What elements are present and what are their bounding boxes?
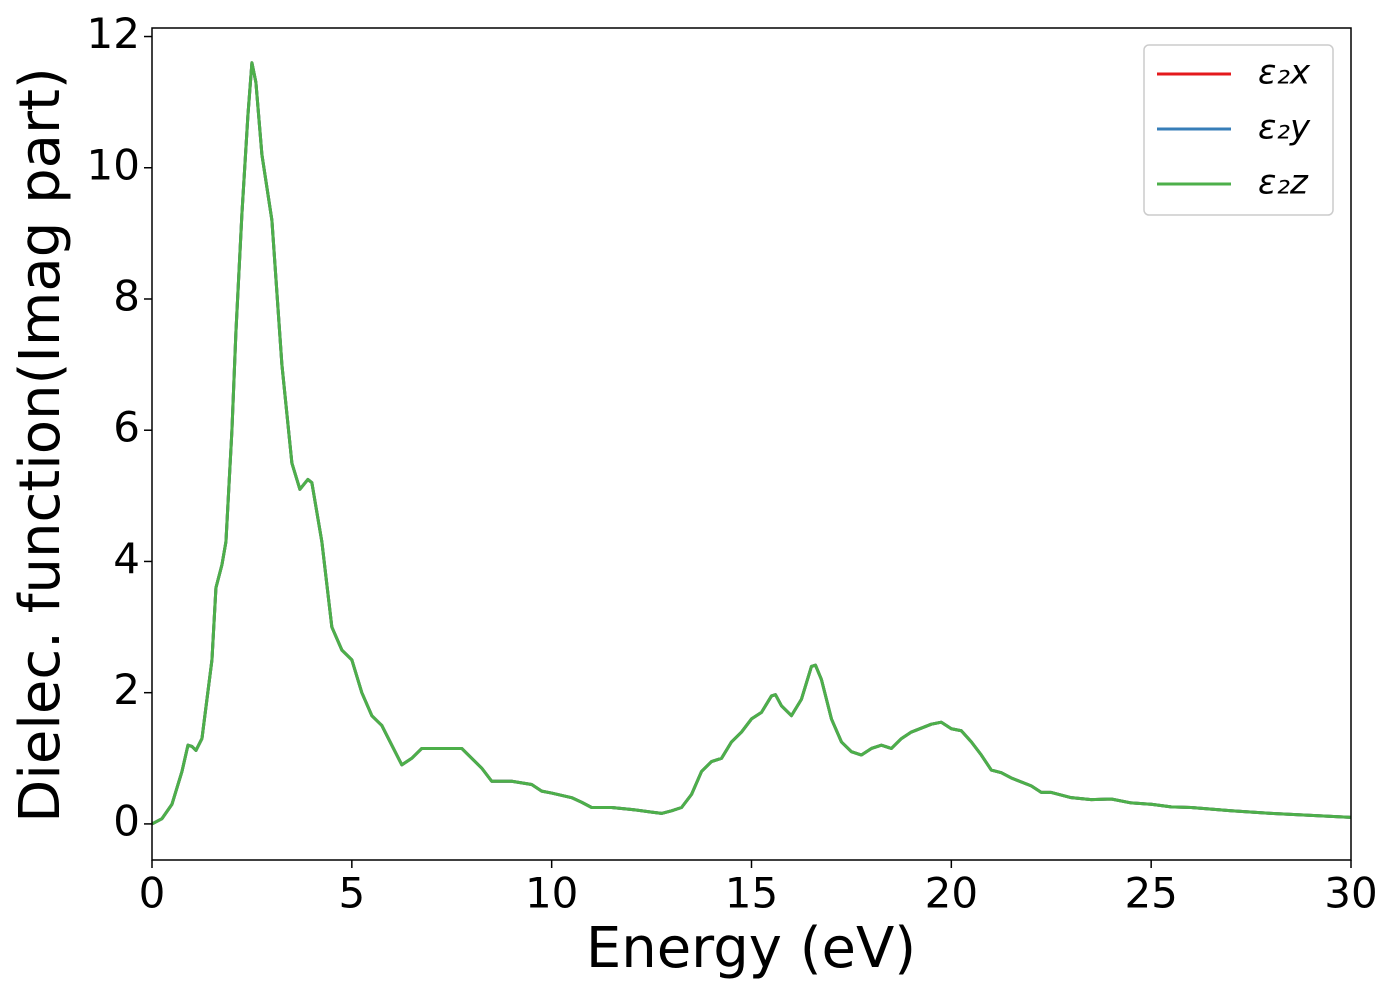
x-tick-label: 15: [725, 869, 778, 918]
y-tick-label: 8: [113, 271, 140, 320]
y-axis-label: Dielec. function(Imag part): [8, 67, 73, 823]
plot-frame: [151, 27, 1352, 861]
legend-label: ε₂y: [1258, 108, 1311, 148]
series-line: [151, 61, 1352, 826]
x-tick-label: 25: [1124, 869, 1177, 918]
y-tick-label: 2: [113, 665, 140, 714]
legend-label: ε₂x: [1258, 53, 1311, 93]
y-tick-label: 4: [113, 534, 140, 583]
y-tick-label: 6: [113, 403, 140, 452]
legend-label: ε₂z: [1258, 163, 1309, 203]
x-tick-label: 5: [338, 869, 365, 918]
legend-box: [1143, 44, 1334, 216]
x-axis-label: Energy (eV): [586, 916, 916, 981]
y-tick-label: 10: [87, 140, 140, 189]
x-tick-label: 0: [139, 869, 166, 918]
x-tick-label: 20: [925, 869, 978, 918]
x-tick-label: 30: [1324, 869, 1377, 918]
y-tick-label: 12: [87, 9, 140, 58]
x-tick-label: 10: [525, 869, 578, 918]
y-tick-label: 0: [113, 796, 140, 845]
